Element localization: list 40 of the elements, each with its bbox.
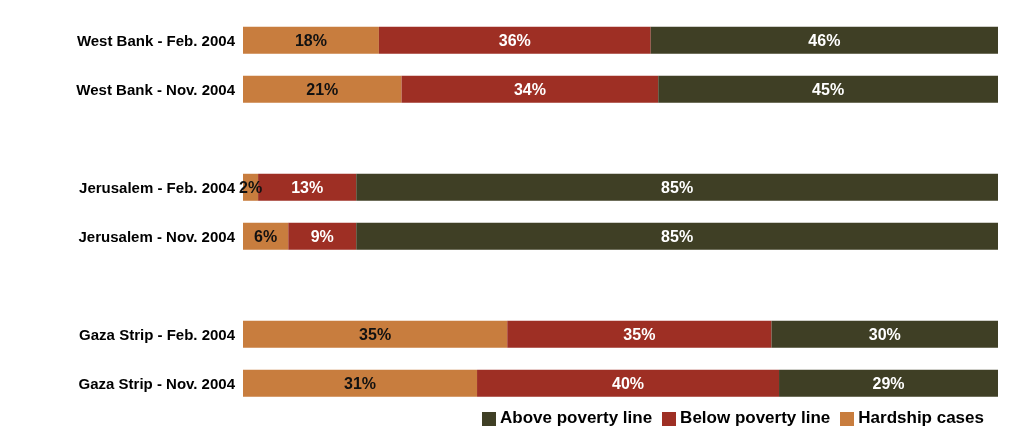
bar: [243, 320, 508, 348]
bar: [243, 369, 478, 397]
legend-label: Above poverty line: [500, 408, 653, 427]
data-label: 40%: [612, 374, 645, 392]
data-label: 46%: [808, 31, 841, 49]
legend-label: Hardship cases: [858, 408, 984, 427]
data-label: 18%: [294, 31, 327, 49]
y-tick-label: Jerusalem - Nov. 2004: [78, 227, 236, 245]
y-tick-label: West Bank - Feb. 2004: [76, 31, 236, 49]
data-label: 21%: [306, 80, 339, 98]
data-label: 36%: [498, 31, 531, 49]
bar: [650, 26, 998, 54]
data-label: 35%: [623, 325, 656, 343]
data-label: 29%: [872, 374, 905, 392]
bar: [243, 75, 402, 103]
bar: [771, 320, 998, 348]
bar: [779, 369, 998, 397]
bar: [658, 75, 998, 103]
data-label: 9%: [310, 227, 334, 245]
y-tick-label: Gaza Strip - Nov. 2004: [78, 374, 236, 392]
y-tick-label: Jerusalem - Feb. 2004: [79, 178, 236, 196]
y-tick-label: West Bank - Nov. 2004: [76, 80, 236, 98]
data-label: 35%: [359, 325, 392, 343]
data-label: 30%: [868, 325, 901, 343]
data-label: 6%: [254, 227, 278, 245]
data-label: 34%: [513, 80, 546, 98]
bar: [477, 369, 780, 397]
bar: [378, 26, 651, 54]
data-label: 13%: [291, 178, 324, 196]
data-label: 45%: [812, 80, 845, 98]
bar: [401, 75, 659, 103]
data-label: 85%: [661, 178, 694, 196]
bar: [507, 320, 772, 348]
legend-label: Below poverty line: [680, 408, 831, 427]
bar: [356, 173, 998, 201]
data-label: 31%: [344, 374, 377, 392]
bar: [243, 26, 379, 54]
data-label: 85%: [661, 227, 694, 245]
y-tick-label: Gaza Strip - Feb. 2004: [79, 325, 236, 343]
bar: [356, 222, 998, 250]
